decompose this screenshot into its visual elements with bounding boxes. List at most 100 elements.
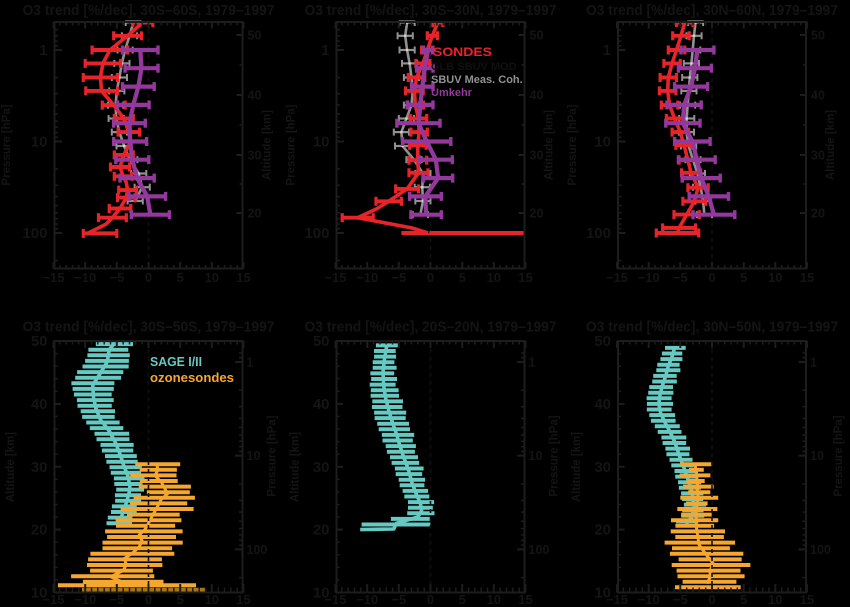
svg-text:O3 trend [%/dec], 30N–60N, 197: O3 trend [%/dec], 30N–60N, 1979–1997 xyxy=(586,2,838,19)
svg-text:−15: −15 xyxy=(42,270,64,285)
svg-text:−10: −10 xyxy=(74,270,96,285)
svg-text:1: 1 xyxy=(39,42,47,59)
svg-text:15: 15 xyxy=(800,270,814,285)
svg-text:40: 40 xyxy=(248,89,262,103)
svg-text:5: 5 xyxy=(740,592,747,607)
svg-text:10: 10 xyxy=(810,449,824,463)
svg-text:5: 5 xyxy=(459,592,466,607)
svg-text:−15: −15 xyxy=(606,270,628,285)
svg-text:10: 10 xyxy=(529,449,543,463)
svg-text:10: 10 xyxy=(247,449,261,463)
svg-text:Altitude [km]: Altitude [km] xyxy=(290,432,302,502)
svg-text:20: 20 xyxy=(594,522,611,539)
svg-text:Altitude [km]: Altitude [km] xyxy=(262,110,274,180)
svg-text:Pressure [hPa]: Pressure [hPa] xyxy=(286,104,298,185)
svg-text:1: 1 xyxy=(810,356,817,370)
svg-text:−15: −15 xyxy=(606,592,628,607)
svg-text:5: 5 xyxy=(459,270,466,285)
svg-text:−10: −10 xyxy=(638,270,660,285)
svg-text:0: 0 xyxy=(145,270,152,285)
svg-text:10: 10 xyxy=(313,134,330,151)
svg-text:10: 10 xyxy=(594,585,611,602)
svg-text:Altitude [km]: Altitude [km] xyxy=(825,110,837,180)
svg-text:Pressure [hPa]: Pressure [hPa] xyxy=(567,104,579,185)
svg-text:SONDES: SONDES xyxy=(433,45,492,59)
svg-text:SAGE I/II: SAGE I/II xyxy=(150,355,202,369)
svg-text:5: 5 xyxy=(177,270,184,285)
svg-text:50: 50 xyxy=(248,29,262,43)
svg-text:Altitude [km]: Altitude [km] xyxy=(571,432,583,502)
svg-text:Altitude [km]: Altitude [km] xyxy=(544,110,556,180)
svg-text:−5: −5 xyxy=(673,270,688,285)
svg-text:−5: −5 xyxy=(109,592,124,607)
svg-text:Pressure [hPa]: Pressure [hPa] xyxy=(267,415,279,496)
svg-text:40: 40 xyxy=(811,89,825,103)
svg-text:40: 40 xyxy=(594,396,611,413)
svg-text:−15: −15 xyxy=(42,592,64,607)
svg-text:100: 100 xyxy=(529,543,550,557)
svg-text:0: 0 xyxy=(708,592,715,607)
svg-text:SBUV Meas. Coh.: SBUV Meas. Coh. xyxy=(431,74,523,86)
svg-text:100: 100 xyxy=(304,225,329,242)
svg-text:20: 20 xyxy=(313,522,330,539)
svg-text:20: 20 xyxy=(530,207,544,221)
svg-text:−10: −10 xyxy=(74,592,96,607)
svg-text:−5: −5 xyxy=(109,270,124,285)
svg-text:50: 50 xyxy=(530,29,544,43)
svg-text:O3 trend [%/dec], 30S–50S, 197: O3 trend [%/dec], 30S–50S, 1979–1997 xyxy=(23,319,275,336)
svg-text:20: 20 xyxy=(248,207,262,221)
svg-text:O3 trend [%/dec], 30N–50N, 197: O3 trend [%/dec], 30N–50N, 1979–1997 xyxy=(586,319,838,336)
svg-text:30: 30 xyxy=(594,459,611,476)
svg-text:−10: −10 xyxy=(356,270,378,285)
svg-text:−15: −15 xyxy=(324,592,346,607)
svg-text:10: 10 xyxy=(594,134,611,151)
svg-text:100: 100 xyxy=(810,543,831,557)
svg-text:5: 5 xyxy=(177,592,184,607)
svg-text:Pressure [hPa]: Pressure [hPa] xyxy=(1,104,13,185)
svg-text:O3 trend [%/dec], 30S–30N, 197: O3 trend [%/dec], 30S–30N, 1979–1997 xyxy=(305,2,557,19)
svg-text:15: 15 xyxy=(800,592,814,607)
svg-text:O3 trend [%/dec], 20S–20N, 197: O3 trend [%/dec], 20S–20N, 1979–1997 xyxy=(305,319,557,336)
svg-text:−10: −10 xyxy=(638,592,660,607)
svg-text:40: 40 xyxy=(31,396,48,413)
svg-text:ozonesondes: ozonesondes xyxy=(150,371,234,385)
svg-text:10: 10 xyxy=(487,592,501,607)
svg-text:−5: −5 xyxy=(391,592,406,607)
svg-text:100: 100 xyxy=(22,225,47,242)
svg-text:1: 1 xyxy=(321,42,329,59)
svg-text:Pressure [hPa]: Pressure [hPa] xyxy=(549,415,561,496)
svg-text:Pressure [hPa]: Pressure [hPa] xyxy=(833,415,845,496)
svg-text:5: 5 xyxy=(740,270,747,285)
svg-text:−5: −5 xyxy=(673,592,688,607)
svg-text:40: 40 xyxy=(313,396,330,413)
svg-text:10: 10 xyxy=(205,592,219,607)
svg-text:10: 10 xyxy=(31,134,48,151)
svg-text:1: 1 xyxy=(603,42,611,59)
svg-text:−5: −5 xyxy=(391,270,406,285)
svg-text:40: 40 xyxy=(530,89,544,103)
svg-text:1: 1 xyxy=(247,356,254,370)
svg-text:50: 50 xyxy=(811,29,825,43)
svg-text:0: 0 xyxy=(145,592,152,607)
svg-text:0: 0 xyxy=(427,592,434,607)
svg-text:10: 10 xyxy=(205,270,219,285)
svg-text:10: 10 xyxy=(313,585,330,602)
svg-text:10: 10 xyxy=(768,592,782,607)
svg-text:50: 50 xyxy=(594,333,611,350)
svg-text:15: 15 xyxy=(518,592,532,607)
svg-text:50: 50 xyxy=(313,333,330,350)
svg-text:10: 10 xyxy=(487,270,501,285)
svg-text:0: 0 xyxy=(427,270,434,285)
svg-text:100: 100 xyxy=(247,543,268,557)
svg-text:50: 50 xyxy=(31,333,48,350)
svg-text:GLB SBUV MOD: GLB SBUV MOD xyxy=(431,61,517,73)
svg-text:1: 1 xyxy=(529,356,536,370)
svg-text:15: 15 xyxy=(236,592,250,607)
svg-text:O3 trend [%/dec], 30S–60S, 197: O3 trend [%/dec], 30S–60S, 1979–1997 xyxy=(23,2,275,19)
svg-text:30: 30 xyxy=(313,459,330,476)
svg-text:Altitude [km]: Altitude [km] xyxy=(5,432,17,502)
svg-text:15: 15 xyxy=(236,270,250,285)
svg-text:Umkehr: Umkehr xyxy=(431,87,473,99)
svg-text:20: 20 xyxy=(811,207,825,221)
svg-text:30: 30 xyxy=(811,149,825,163)
